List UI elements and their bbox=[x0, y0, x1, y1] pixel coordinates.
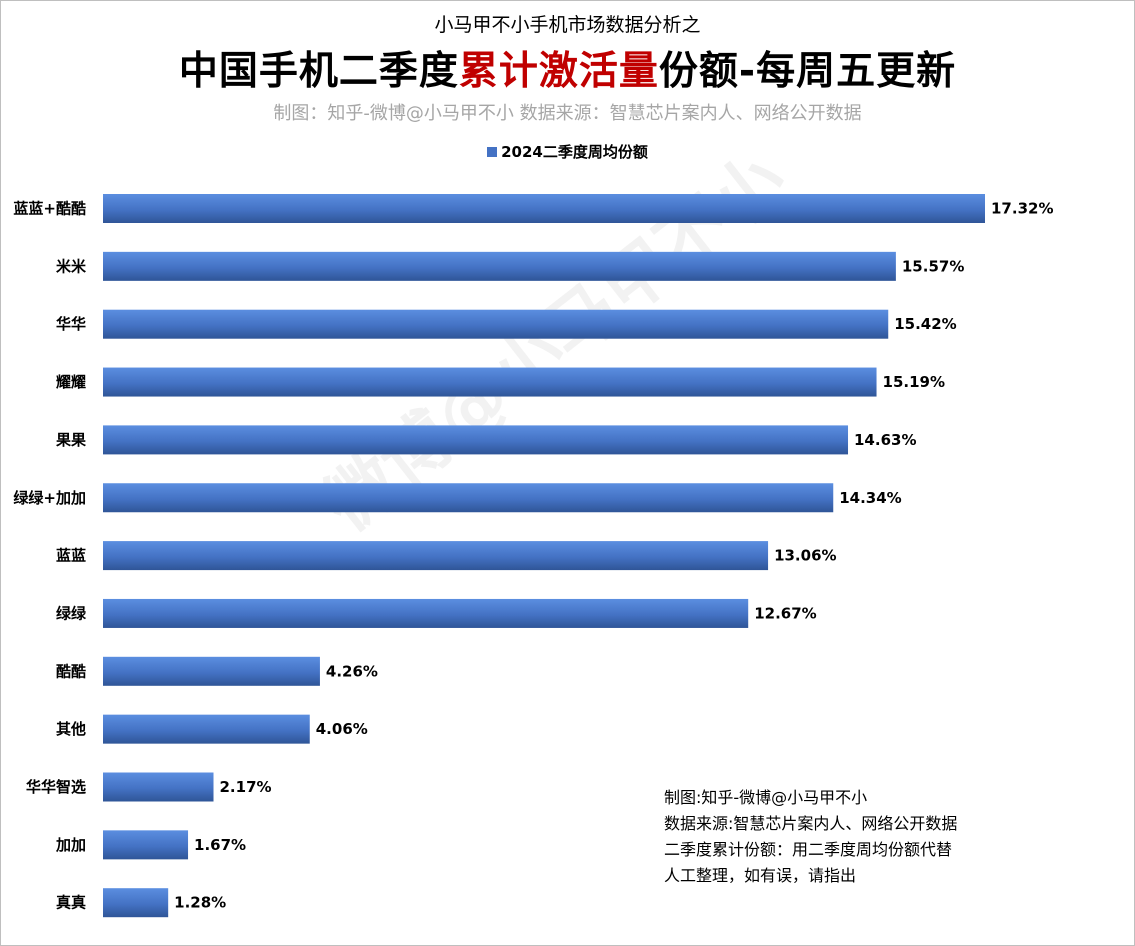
bar bbox=[103, 888, 169, 918]
title-highlight: 累计激活量 bbox=[458, 49, 659, 94]
bar bbox=[103, 309, 889, 339]
value-label: 17.32% bbox=[991, 200, 1053, 218]
category-label: 酷酷 bbox=[56, 662, 86, 680]
bar bbox=[103, 194, 985, 223]
category-label: 加加 bbox=[55, 836, 86, 854]
title-part-2: 份额-每周五更新 bbox=[658, 49, 957, 94]
value-label: 12.67% bbox=[754, 604, 816, 622]
note-line: 数据来源:智慧芯片案内人、网络公开数据 bbox=[664, 814, 958, 833]
category-label: 真真 bbox=[56, 894, 86, 912]
value-label: 15.19% bbox=[883, 373, 945, 391]
title-part-1: 中国手机二季度 bbox=[178, 49, 459, 94]
value-label: 14.63% bbox=[854, 431, 916, 449]
bar bbox=[103, 425, 849, 455]
category-label: 果果 bbox=[55, 431, 87, 449]
note-line: 制图:知乎-微博@小马甲不小 bbox=[664, 788, 868, 807]
legend-label: 2024二季度周均份额 bbox=[501, 143, 648, 161]
category-label: 蓝蓝 bbox=[56, 547, 86, 565]
bar bbox=[103, 772, 214, 802]
note-line: 二季度累计份额：用二季度周均份额代替 bbox=[664, 840, 953, 859]
bar bbox=[103, 367, 877, 397]
note-line: 人工整理，如有误，请指出 bbox=[664, 866, 857, 885]
category-label: 米米 bbox=[56, 257, 87, 275]
category-label: 蓝蓝+酷酷 bbox=[13, 200, 86, 218]
category-label: 其他 bbox=[56, 720, 86, 738]
chart-title: 中国手机二季度累计激活量份额-每周五更新 bbox=[0, 40, 1135, 96]
legend: 2024二季度周均份额 bbox=[0, 141, 1135, 162]
bar bbox=[103, 656, 320, 686]
category-label: 华华 bbox=[56, 315, 86, 333]
value-label: 4.26% bbox=[326, 662, 378, 680]
bar bbox=[103, 251, 896, 281]
value-label: 15.42% bbox=[894, 315, 956, 333]
bar bbox=[103, 541, 769, 571]
legend-swatch bbox=[487, 147, 498, 157]
category-label: 绿绿 bbox=[56, 604, 87, 622]
value-label: 13.06% bbox=[774, 547, 836, 565]
value-label: 1.28% bbox=[174, 894, 226, 912]
value-label: 1.67% bbox=[194, 836, 246, 854]
category-label: 华华智选 bbox=[26, 778, 86, 796]
notes-box: 制图:知乎-微博@小马甲不小 数据来源:智慧芯片案内人、网络公开数据 二季度累计… bbox=[664, 785, 957, 889]
value-label: 4.06% bbox=[316, 720, 368, 738]
bar bbox=[103, 830, 189, 860]
bar bbox=[103, 714, 310, 744]
value-label: 14.34% bbox=[839, 489, 901, 507]
bar bbox=[103, 483, 834, 513]
category-label: 绿绿+加加 bbox=[13, 489, 86, 507]
category-label: 耀耀 bbox=[55, 373, 86, 391]
chart-supertitle: 小马甲不小手机市场数据分析之 bbox=[434, 14, 701, 36]
bar bbox=[103, 598, 749, 628]
bars-layer: 蓝蓝+酷酷 17.32% 米米 15.57% 华华 15.42% 耀耀 15.19% 果果 14.… bbox=[13, 194, 1053, 918]
value-label: 2.17% bbox=[220, 778, 272, 796]
value-label: 15.57% bbox=[902, 257, 964, 275]
credit-line: 制图：知乎-微博@小马甲不小 数据来源：智慧芯片案内人、网络公开数据 bbox=[273, 103, 862, 124]
